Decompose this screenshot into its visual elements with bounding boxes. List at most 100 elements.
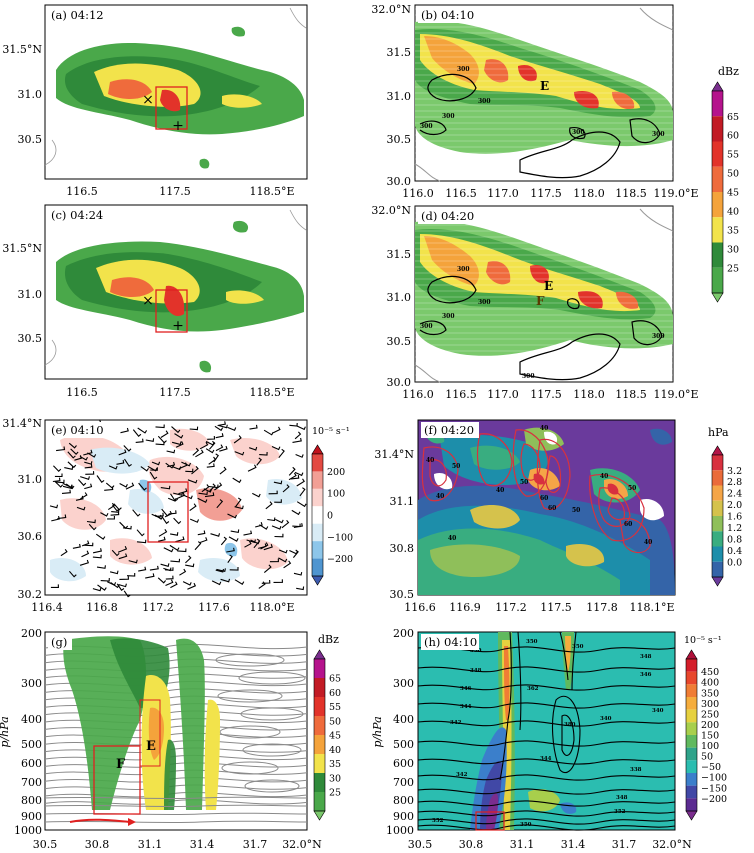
- isentrope-loop: [240, 707, 304, 721]
- panel-h-contour-label: 342: [450, 720, 462, 726]
- panel-d-xtick: 117.0: [487, 388, 519, 401]
- panel-h-xtick: 31.7: [612, 838, 637, 851]
- panel-b-xtick: 118.0: [573, 187, 605, 200]
- wind-barb: [229, 567, 239, 571]
- wind-barb: [263, 429, 274, 436]
- panel-g-xtick: 30.5: [33, 838, 58, 851]
- panel-f-contour-label: 60: [624, 521, 632, 528]
- wind-barb: [263, 544, 273, 551]
- panel-h-ytick: 300: [393, 677, 414, 690]
- wind-barb: [110, 511, 120, 516]
- wind-barb: [96, 475, 105, 483]
- panel-h-contour-label: 348: [470, 668, 482, 674]
- wind-barb: [81, 550, 90, 558]
- colorbar-swatch: [686, 697, 697, 710]
- panel-b-xtick: 116.0: [402, 187, 434, 200]
- colorbar-tick-label: 150: [701, 731, 719, 742]
- panel-f-xtick: 117.8: [586, 601, 618, 614]
- colorbar-tick-label: 35: [727, 225, 739, 236]
- wind-barb: [151, 461, 161, 466]
- panel-h-contour-label: 350: [470, 648, 482, 654]
- panel-h-label: (h) 04:10: [424, 635, 477, 649]
- isentrope-loop: [215, 653, 285, 667]
- panel-f-contour-label: 50: [572, 507, 580, 514]
- wind-barb: [132, 509, 141, 517]
- colorbar-tick-label: −100: [701, 773, 727, 784]
- colorbar-tick-label: 0.0: [727, 557, 742, 568]
- wind-barb: [126, 573, 136, 577]
- panel-f-contour-label: 60: [540, 495, 548, 502]
- wind-barb: [208, 440, 216, 450]
- panel-d-xtick: 119.0°E: [653, 388, 698, 401]
- wind-barb: [83, 542, 94, 547]
- panel-f-xtick: 118.1°E: [629, 601, 674, 614]
- colorbar-tick-label: 60: [329, 688, 341, 699]
- wind-barb: [84, 483, 93, 490]
- panel-c-ytick: 30.5: [18, 332, 43, 345]
- wind-barb: [170, 581, 178, 589]
- colorbar-tick-label: 250: [701, 709, 719, 720]
- colorbar-tick-label: 0.8: [727, 534, 742, 545]
- colorbar-tick-label: −50: [701, 762, 721, 773]
- colorbar-swatch: [311, 575, 324, 586]
- colorbar-swatch: [686, 709, 697, 723]
- colorbar-tick-label: 2.4: [727, 489, 742, 500]
- wind-barb: [274, 533, 284, 538]
- colorbar-swatch: [686, 684, 697, 697]
- wind-barb: [278, 557, 288, 563]
- panel-d-contour-label: 300: [457, 266, 470, 273]
- colorbar-divergence: 10⁻⁵ s⁻¹ 45040035030025020015010050−50−1…: [684, 635, 727, 821]
- wind-barb: [208, 484, 219, 489]
- colorbar-swatch: [314, 754, 325, 773]
- wind-barb: [118, 553, 128, 560]
- wind-barb: [216, 568, 226, 572]
- wind-barb: [217, 421, 226, 427]
- wind-barb: [234, 579, 245, 585]
- colorbar-swatch: [312, 506, 323, 524]
- wind-barb: [175, 536, 185, 543]
- panel-h-contour-label: 350: [526, 639, 538, 645]
- wind-barb: [157, 435, 167, 444]
- wind-barb: [175, 441, 184, 448]
- colorbar-swatch: [712, 531, 723, 547]
- panel-f-contour-label: 40: [436, 493, 444, 500]
- wind-barb: [174, 433, 184, 439]
- panel-c-xtick: 118.5°E: [249, 386, 294, 399]
- wind-barb: [136, 529, 145, 537]
- colorbar-swatch: [711, 576, 724, 587]
- wind-barb: [135, 438, 144, 443]
- colorbar-swatch: [712, 217, 723, 243]
- colorbar-tick-label: −100: [327, 532, 353, 543]
- panel-b-ytick: 30.0: [387, 175, 412, 188]
- colorbar-divergence-unit: 10⁻⁵ s⁻¹: [684, 635, 722, 646]
- colorbar-swatch: [712, 561, 723, 577]
- wind-barb: [107, 581, 117, 586]
- wind-barb: [119, 576, 129, 580]
- wind-barb: [53, 465, 62, 472]
- panel-h-contour-label: 348: [616, 795, 628, 801]
- panel-h-ytick: 400: [393, 713, 414, 726]
- wind-barb: [293, 523, 303, 529]
- wind-barb: [288, 466, 296, 476]
- wind-barb: [118, 583, 127, 588]
- wind-barb: [67, 461, 77, 469]
- isentrope-line: [417, 810, 676, 817]
- wind-barb: [269, 558, 279, 563]
- wind-barb: [138, 566, 147, 572]
- panel-a-x-marker: ×: [142, 92, 154, 108]
- wind-barb: [296, 501, 307, 508]
- panel-g-xtick: 30.8: [85, 838, 110, 851]
- panel-b-ytick: 31.0: [387, 90, 412, 103]
- panel-d-contour-label: 300: [420, 323, 433, 330]
- panel-f-contours: [421, 429, 651, 554]
- wind-barb: [258, 581, 266, 589]
- panel-e-ytick: 31.4°N: [2, 417, 42, 430]
- panel-b-ytick: 32.0°N: [371, 3, 411, 16]
- wind-barb: [185, 468, 194, 473]
- isentrope-line: [417, 666, 676, 673]
- wind-barb: [85, 471, 95, 475]
- wind-barb: [189, 518, 200, 523]
- wind-barb: [220, 536, 228, 546]
- colorbar-dbz-top: dBz 65 60 55 50 45 40 35 30 25: [711, 65, 739, 303]
- wind-barb: [61, 489, 71, 494]
